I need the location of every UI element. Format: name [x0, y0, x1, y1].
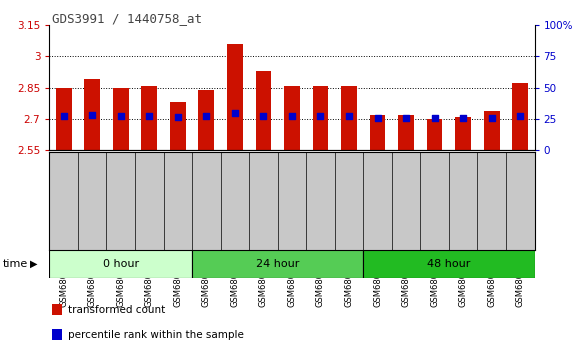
Bar [313, 86, 328, 150]
FancyBboxPatch shape [192, 250, 363, 278]
Point [373, 115, 382, 121]
Text: time: time [3, 259, 28, 269]
Point [145, 113, 154, 119]
Point [487, 115, 496, 121]
Text: ▶: ▶ [30, 259, 38, 269]
Bar [84, 79, 100, 150]
Point [259, 113, 268, 119]
Bar [227, 44, 243, 150]
Point [401, 115, 411, 121]
Point [287, 113, 296, 119]
Point [116, 113, 125, 119]
Bar [456, 117, 471, 150]
FancyBboxPatch shape [363, 250, 535, 278]
Text: percentile rank within the sample: percentile rank within the sample [68, 330, 243, 339]
Point [345, 113, 354, 119]
Bar [484, 111, 500, 150]
Bar [52, 304, 63, 315]
Point [88, 112, 97, 118]
Point [173, 114, 182, 120]
Bar [113, 88, 128, 150]
Bar [256, 71, 271, 150]
FancyBboxPatch shape [49, 250, 192, 278]
Bar [398, 115, 414, 150]
Bar [170, 102, 186, 150]
Point [515, 113, 525, 119]
Point [59, 113, 69, 119]
Bar [427, 119, 443, 150]
Bar [52, 329, 63, 340]
Text: 48 hour: 48 hour [427, 259, 471, 269]
Bar [370, 115, 385, 150]
Point [458, 115, 468, 121]
Point [430, 115, 439, 121]
Bar [199, 90, 214, 150]
Bar [56, 88, 71, 150]
Bar [512, 84, 528, 150]
Point [230, 110, 239, 116]
Bar [141, 86, 157, 150]
Text: 0 hour: 0 hour [103, 259, 139, 269]
Point [202, 113, 211, 119]
Text: 24 hour: 24 hour [256, 259, 299, 269]
Text: transformed count: transformed count [68, 305, 165, 315]
Bar [284, 86, 300, 150]
Point [316, 113, 325, 119]
Text: GDS3991 / 1440758_at: GDS3991 / 1440758_at [52, 12, 202, 25]
Bar [341, 86, 357, 150]
